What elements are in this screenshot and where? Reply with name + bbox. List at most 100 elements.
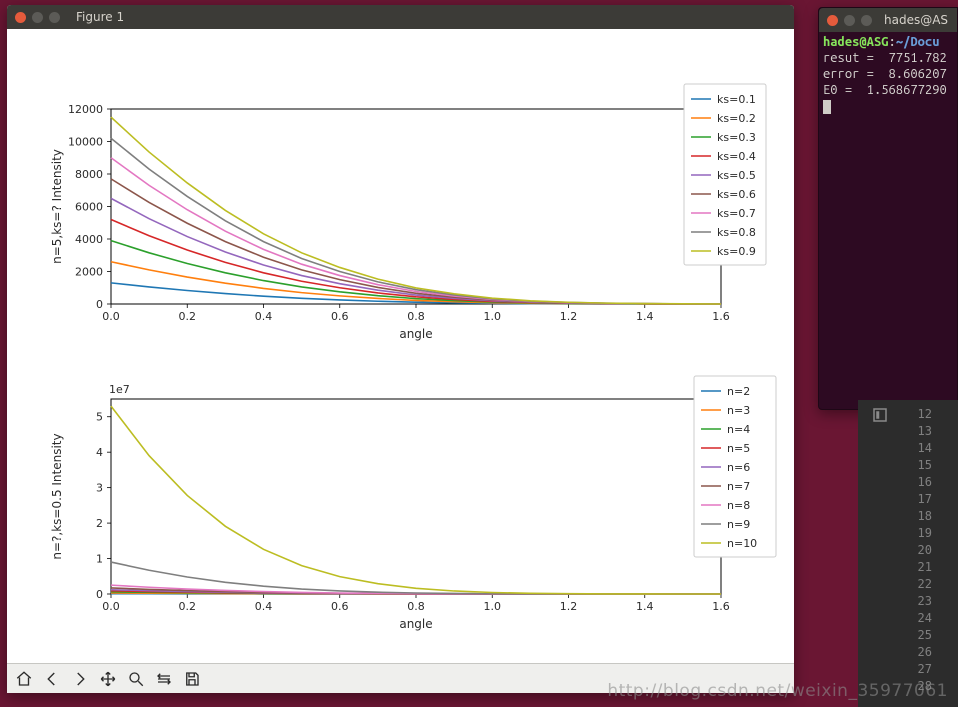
minimap-icon xyxy=(870,406,890,424)
line-number: 18 xyxy=(858,508,954,525)
svg-text:1.6: 1.6 xyxy=(712,600,730,613)
svg-text:1.4: 1.4 xyxy=(636,600,654,613)
terminal-body[interactable]: hades@ASG:~/Docu resut = 7751.782 error … xyxy=(819,32,957,116)
svg-text:n=10: n=10 xyxy=(727,537,757,550)
svg-text:n=8: n=8 xyxy=(727,499,750,512)
svg-text:1.2: 1.2 xyxy=(560,600,578,613)
svg-text:1.6: 1.6 xyxy=(712,310,730,323)
svg-text:0.4: 0.4 xyxy=(255,310,273,323)
svg-text:ks=0.9: ks=0.9 xyxy=(717,245,756,258)
svg-text:n=7: n=7 xyxy=(727,480,750,493)
figure-canvas: 0.0 0.2 0.4 0.6 0.8 1.0 1.2 1.4 1.6 0 2000 4000 6000… xyxy=(7,29,794,663)
svg-text:ks=0.8: ks=0.8 xyxy=(717,226,756,239)
svg-text:4000: 4000 xyxy=(75,233,103,246)
svg-text:0.6: 0.6 xyxy=(331,600,349,613)
toolbar-home-button[interactable] xyxy=(11,667,37,691)
svg-text:n=3: n=3 xyxy=(727,404,750,417)
line-number: 21 xyxy=(858,559,954,576)
figure-title: Figure 1 xyxy=(76,10,124,24)
line-number: 20 xyxy=(858,542,954,559)
svg-text:angle: angle xyxy=(399,327,432,341)
terminal-line: error = 8.606207 xyxy=(823,67,947,81)
plot-svg: 0.0 0.2 0.4 0.6 0.8 1.0 1.2 1.4 1.6 0 2000 4000 6000… xyxy=(7,29,794,663)
svg-text:1.0: 1.0 xyxy=(484,600,502,613)
terminal-prompt-sep: : xyxy=(889,35,896,49)
toolbar-subplots-button[interactable] xyxy=(151,667,177,691)
svg-text:3: 3 xyxy=(96,482,103,495)
svg-text:1.0: 1.0 xyxy=(484,310,502,323)
svg-text:2: 2 xyxy=(96,517,103,530)
line-number: 13 xyxy=(858,423,954,440)
svg-text:0.4: 0.4 xyxy=(255,600,273,613)
terminal-line: resut = 7751.782 xyxy=(823,51,947,65)
terminal-titlebar[interactable]: hades@AS xyxy=(819,8,957,32)
figure-titlebar[interactable]: Figure 1 xyxy=(7,5,794,29)
svg-text:12000: 12000 xyxy=(68,103,103,116)
svg-text:0: 0 xyxy=(96,298,103,311)
svg-text:n=6: n=6 xyxy=(727,461,750,474)
svg-text:6000: 6000 xyxy=(75,201,103,214)
svg-text:10000: 10000 xyxy=(68,136,103,149)
line-number: 22 xyxy=(858,576,954,593)
svg-text:n=5,ks=? Intensity: n=5,ks=? Intensity xyxy=(50,149,64,264)
svg-text:1e7: 1e7 xyxy=(109,383,130,396)
window-maximize-button[interactable] xyxy=(49,12,60,23)
line-number: 27 xyxy=(858,661,954,678)
svg-text:5: 5 xyxy=(96,411,103,424)
line-number: 26 xyxy=(858,644,954,661)
svg-text:0.2: 0.2 xyxy=(179,600,197,613)
svg-text:n=9: n=9 xyxy=(727,518,750,531)
terminal-prompt-path: ~/Docu xyxy=(896,35,940,49)
svg-text:0.6: 0.6 xyxy=(331,310,349,323)
svg-text:0.8: 0.8 xyxy=(407,310,425,323)
line-number: 24 xyxy=(858,610,954,627)
terminal-minimize-button[interactable] xyxy=(844,15,855,26)
svg-text:n=4: n=4 xyxy=(727,423,750,436)
line-number: 25 xyxy=(858,627,954,644)
watermark-text: http://blog.csdn.net/weixin_35977061 xyxy=(607,681,948,701)
svg-text:0.0: 0.0 xyxy=(102,600,120,613)
svg-text:ks=0.3: ks=0.3 xyxy=(717,131,756,144)
svg-text:ks=0.2: ks=0.2 xyxy=(717,112,756,125)
svg-text:n=2: n=2 xyxy=(727,385,750,398)
line-number: 19 xyxy=(858,525,954,542)
svg-text:2000: 2000 xyxy=(75,266,103,279)
toolbar-pan-button[interactable] xyxy=(95,667,121,691)
svg-text:4: 4 xyxy=(96,446,103,459)
svg-text:ks=0.4: ks=0.4 xyxy=(717,150,756,163)
terminal-line: E0 = 1.568677290 xyxy=(823,83,947,97)
terminal-maximize-button[interactable] xyxy=(861,15,872,26)
svg-text:1.4: 1.4 xyxy=(636,310,654,323)
svg-text:ks=0.1: ks=0.1 xyxy=(717,93,756,106)
line-number: 15 xyxy=(858,457,954,474)
svg-text:0.2: 0.2 xyxy=(179,310,197,323)
svg-text:ks=0.6: ks=0.6 xyxy=(717,188,756,201)
editor-gutter: 1213141516171819202122232425262728 xyxy=(858,400,958,707)
svg-text:0.0: 0.0 xyxy=(102,310,120,323)
svg-text:8000: 8000 xyxy=(75,168,103,181)
svg-text:0: 0 xyxy=(96,588,103,601)
toolbar-forward-button[interactable] xyxy=(67,667,93,691)
svg-text:n=5: n=5 xyxy=(727,442,750,455)
window-minimize-button[interactable] xyxy=(32,12,43,23)
svg-text:1: 1 xyxy=(96,553,103,566)
toolbar-zoom-button[interactable] xyxy=(123,667,149,691)
line-number: 17 xyxy=(858,491,954,508)
svg-text:n=?,ks=0.5 Intensity: n=?,ks=0.5 Intensity xyxy=(50,433,64,559)
svg-text:1.2: 1.2 xyxy=(560,310,578,323)
line-number: 23 xyxy=(858,593,954,610)
terminal-prompt-user: hades@ASG xyxy=(823,35,889,49)
figure-window: Figure 1 0.00.20.40.60.81.01.21.41.60200… xyxy=(7,5,794,693)
terminal-close-button[interactable] xyxy=(827,15,838,26)
line-number: 14 xyxy=(858,440,954,457)
window-close-button[interactable] xyxy=(15,12,26,23)
svg-text:ks=0.7: ks=0.7 xyxy=(717,207,756,220)
terminal-cursor xyxy=(823,100,831,114)
toolbar-back-button[interactable] xyxy=(39,667,65,691)
svg-text:0.8: 0.8 xyxy=(407,600,425,613)
terminal-title: hades@AS xyxy=(884,13,948,27)
line-number: 16 xyxy=(858,474,954,491)
svg-text:ks=0.5: ks=0.5 xyxy=(717,169,756,182)
toolbar-save-button[interactable] xyxy=(179,667,205,691)
terminal-window: hades@AS hades@ASG:~/Docu resut = 7751.7… xyxy=(818,7,958,410)
